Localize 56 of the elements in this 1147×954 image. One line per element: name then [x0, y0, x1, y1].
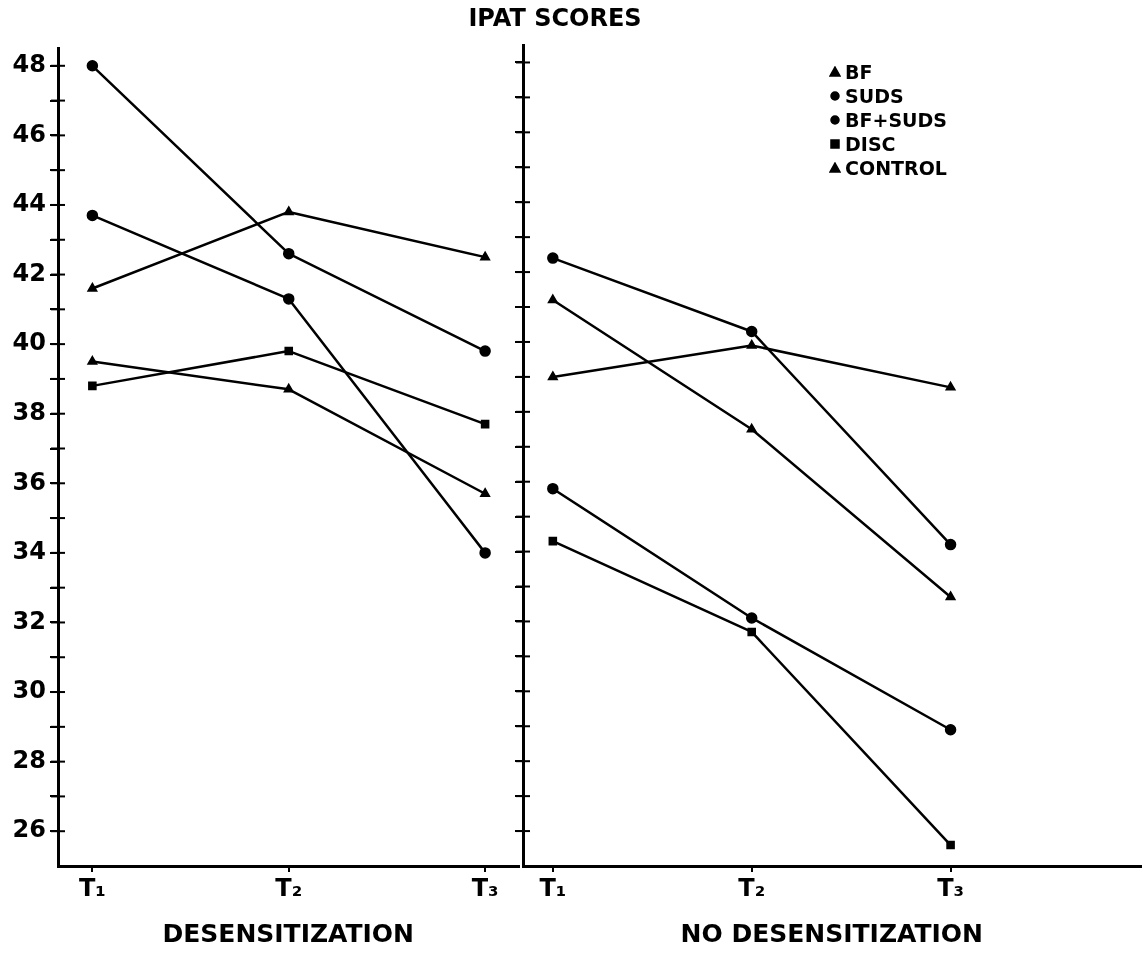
x-tick-label: T₃ [937, 873, 965, 902]
legend-label: DISC [845, 132, 896, 156]
y-tick-label: 42 [12, 258, 46, 287]
point [480, 419, 490, 429]
x-tick-label: T₃ [471, 873, 499, 902]
point [283, 206, 294, 216]
y-tick-label: 44 [12, 189, 46, 218]
point [547, 482, 559, 495]
y-tick-label: 48 [12, 50, 46, 79]
point [746, 423, 757, 433]
legend-label: CONTROL [845, 156, 947, 180]
legend-label: BF [845, 60, 873, 84]
y-tick-label: 38 [12, 397, 46, 426]
x-tick-label: T₂ [275, 873, 303, 902]
point [282, 293, 295, 305]
point [946, 840, 955, 850]
point [945, 381, 956, 391]
point [548, 536, 558, 546]
point [87, 355, 98, 365]
y-tick-label: 28 [12, 745, 46, 774]
point [547, 252, 559, 264]
point [88, 381, 97, 391]
point [547, 371, 558, 381]
point [480, 251, 491, 261]
point [284, 346, 294, 356]
point [479, 547, 491, 559]
point [747, 627, 756, 637]
point [746, 339, 757, 349]
y-tick-label: 46 [12, 119, 46, 148]
point [745, 612, 758, 624]
point [283, 383, 294, 393]
point [479, 345, 491, 357]
y-tick-label: 30 [12, 676, 46, 705]
point [944, 538, 957, 551]
point [87, 282, 98, 292]
y-tick-label: 40 [12, 328, 46, 357]
point [282, 247, 295, 260]
y-tick-label: 32 [12, 606, 46, 635]
x-tick-label: T₁ [78, 873, 106, 902]
x-tick-label: T₂ [738, 873, 766, 902]
y-tick-label: 36 [12, 467, 46, 496]
point [547, 294, 558, 304]
y-tick-label: 34 [12, 537, 46, 566]
point [86, 209, 99, 222]
point [945, 591, 956, 601]
y-tick-label: 26 [12, 815, 46, 844]
legend-label: BF+SUDS [845, 108, 947, 132]
point [944, 724, 957, 736]
x-axis-title: DESENSITIZATION [162, 918, 415, 948]
chart-title: IPAT SCORES [467, 4, 643, 32]
legend-label: SUDS [845, 84, 904, 108]
point [480, 487, 491, 497]
point [745, 325, 758, 338]
point [86, 60, 99, 72]
x-axis-title: NO DESENSITIZATION [680, 918, 983, 948]
x-tick-label: T₁ [539, 873, 567, 902]
